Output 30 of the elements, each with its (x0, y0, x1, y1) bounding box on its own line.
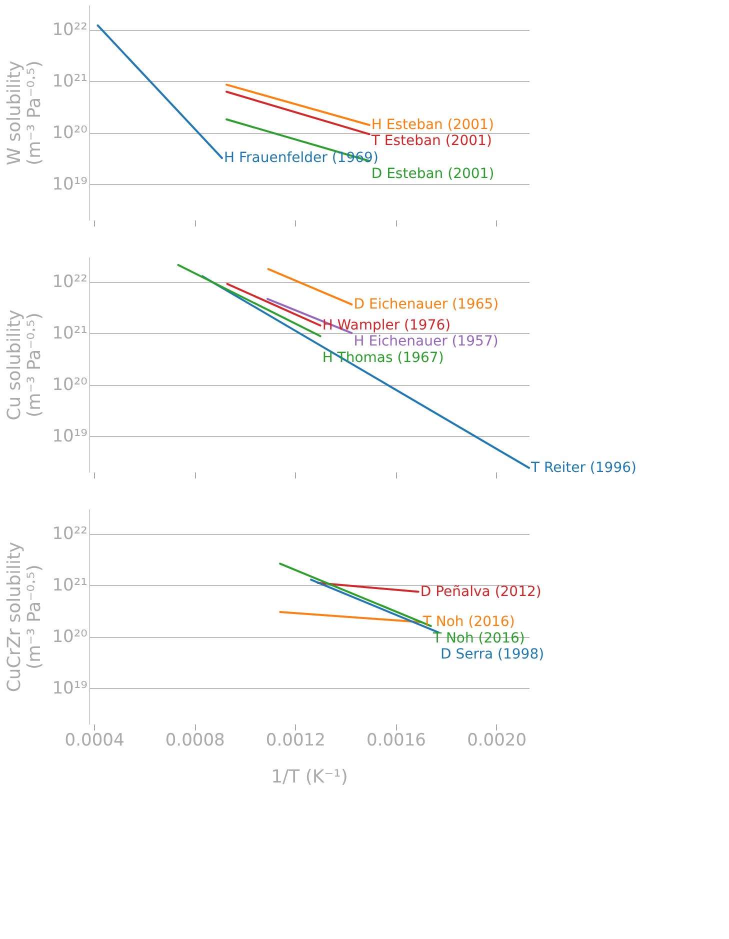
series-label: H Esteban (2001) (371, 117, 494, 134)
y-axis-title: W solubility (m⁻³ Pa⁻⁰·⁵) (4, 60, 46, 166)
y-tick-label: 10²⁰ (52, 123, 88, 144)
x-tick-label: 0.0020 (467, 730, 527, 750)
series-label: H Eichenauer (1957) (354, 334, 498, 350)
y-tick-label: 10²¹ (52, 324, 88, 344)
y-tick-label: 10¹⁹ (52, 678, 88, 699)
x-tick-label: 0.0008 (165, 730, 225, 750)
x-tick-label: 0.0012 (266, 730, 326, 750)
y-tick-label: 10²¹ (52, 576, 88, 596)
series-label: D Eichenauer (1965) (354, 296, 499, 312)
y-tick-label: 10²² (52, 272, 88, 292)
series-label: T Reiter (1996) (530, 460, 636, 476)
series-label: T Noh (2016) (432, 630, 525, 646)
y-tick-label: 10¹⁹ (52, 174, 88, 195)
y-axis-title: Cu solubility (m⁻³ Pa⁻⁰·⁵) (4, 309, 46, 420)
series-label: T Esteban (2001) (370, 133, 492, 150)
y-tick-label: 10¹⁹ (52, 426, 88, 447)
x-axis-title: 1/T (K⁻¹) (271, 766, 348, 788)
y-tick-label: 10²¹ (52, 72, 88, 92)
y-axis-title: CuCrZr solubility (m⁻³ Pa⁻⁰·⁵) (4, 541, 46, 692)
y-tick-label: 10²⁰ (52, 627, 88, 648)
y-tick-label: 10²² (52, 524, 88, 544)
y-tick-label: 10²⁰ (52, 375, 88, 396)
x-tick-label: 0.0016 (366, 730, 426, 750)
series-label: D Serra (1998) (440, 646, 544, 662)
y-tick-label: 10²² (52, 20, 88, 40)
series-label: D Esteban (2001) (371, 166, 494, 182)
series-label: D Peñalva (2012) (420, 584, 542, 600)
x-tick-label: 0.0004 (64, 730, 124, 750)
